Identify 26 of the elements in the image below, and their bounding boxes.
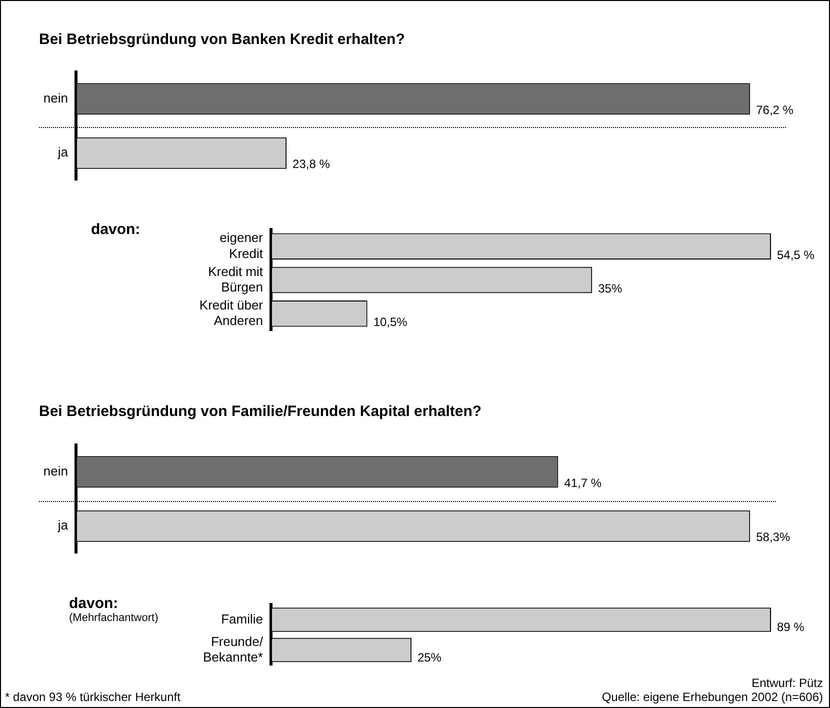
y-axis-title: davon: [69, 595, 118, 612]
y-tick-label: nein [43, 90, 68, 106]
y-tick-label: eigener Kredit [220, 230, 264, 261]
data-label: 89 % [777, 620, 805, 634]
text: Entwurf: Pütz [752, 676, 823, 690]
y-tick-label: Kredit mit Bürgen [208, 264, 264, 294]
chart-title: Bei Betriebsgründung von Familie/Freunden Kapital erhalten? [39, 403, 482, 420]
y-tick-label: nein [43, 463, 68, 478]
y-tick-label: Freunde/ Bekannte* [203, 634, 264, 664]
chart-title: Bei Betriebsgründung von Banken Kredit erhalten? [39, 31, 405, 48]
data-label: 35% [598, 281, 622, 296]
data-label: 76,2 % [756, 102, 794, 117]
data-label: 23,8 % [292, 157, 330, 172]
data-label: 54,5 % [777, 248, 815, 262]
text: (Mehrfachantwort) [69, 612, 158, 624]
data-label: 41,7 % [564, 476, 602, 490]
y-tick-label: Familie [221, 611, 263, 626]
y-tick-label: ja [56, 144, 69, 160]
data-label: 58,3% [756, 530, 790, 544]
source-note: Quelle: eigene Erhebungen 2002 (n=606) [602, 690, 823, 704]
y-tick-label: Kredit über Anderen [199, 297, 264, 328]
y-tick-label: ja [56, 518, 69, 533]
text: * davon 93 % türkischer Herkunft [5, 690, 180, 704]
y-axis-title: davon: [91, 221, 140, 238]
data-label: 25% [417, 650, 442, 664]
data-label: 10,5% [373, 315, 408, 330]
